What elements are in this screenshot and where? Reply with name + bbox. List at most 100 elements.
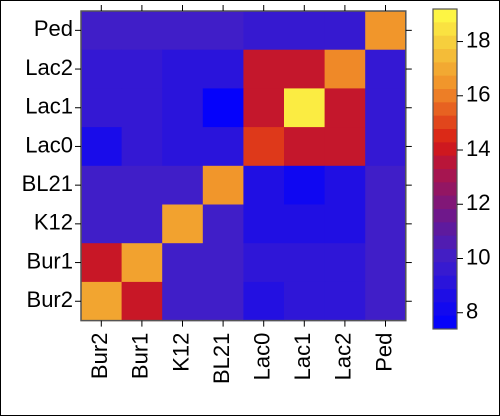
cell-lac0-lac2 (324, 127, 366, 167)
colorbar-segment (433, 115, 457, 130)
cell-bl21-lac1 (284, 165, 326, 205)
x-tick-label: Lac1 (290, 333, 315, 381)
colorbar-segment (433, 102, 457, 117)
cell-lac0-bur2 (81, 127, 123, 167)
colorbar-segment (433, 22, 457, 37)
y-tick-label: Bur2 (27, 287, 73, 312)
cell-bur2-k12 (162, 281, 204, 322)
heatmap-cells (81, 11, 407, 322)
cell-ped-ped (365, 11, 407, 51)
cell-ped-k12 (162, 11, 204, 51)
cell-lac2-lac1 (284, 49, 326, 89)
colorbar-segment (433, 222, 457, 237)
y-tick-label: Lac1 (25, 94, 73, 119)
colorbar-segment (433, 155, 457, 170)
cell-bur1-k12 (162, 243, 204, 283)
y-tick-label: K12 (34, 210, 73, 235)
cell-lac2-lac0 (243, 49, 285, 89)
colorbar-tick-label: 14 (466, 136, 490, 161)
x-tick-label: Ped (371, 333, 396, 372)
cell-bur1-bur2 (81, 243, 123, 283)
cell-lac2-bl21 (202, 49, 244, 89)
x-tick-label: Lac2 (331, 333, 356, 381)
cell-k12-lac1 (284, 204, 326, 244)
cell-lac1-lac0 (243, 88, 285, 128)
cell-lac1-bur2 (81, 88, 123, 128)
cell-bur1-bur1 (121, 243, 163, 283)
colorbar: 8 10 12 14 16 18 (432, 8, 490, 330)
colorbar-segment (433, 75, 457, 90)
x-tick-label: Bur2 (87, 333, 112, 379)
cell-bur2-lac1 (284, 281, 326, 322)
colorbar-segment (433, 49, 457, 63)
cell-k12-lac0 (243, 204, 285, 244)
cell-bur2-ped (365, 281, 407, 322)
cell-bur1-lac0 (243, 243, 285, 283)
colorbar-tick-label: 18 (466, 27, 490, 52)
y-tick-label: Lac2 (25, 55, 73, 80)
x-axis: Bur2 Bur1 K12 BL21 Lac0 Lac1 Lac2 Ped (87, 5, 396, 384)
cell-lac2-bur2 (81, 49, 123, 89)
colorbar-tick-label: 8 (466, 299, 478, 324)
colorbar-border (432, 8, 458, 330)
colorbar-segment (433, 169, 457, 183)
cell-k12-bur1 (121, 204, 163, 244)
colorbar-segment (433, 9, 457, 23)
cell-k12-k12 (162, 204, 204, 244)
colorbar-segment (433, 89, 457, 103)
cell-bur2-bl21 (202, 281, 244, 322)
cell-lac0-bl21 (202, 127, 244, 167)
cell-bl21-bur2 (81, 165, 123, 205)
x-tick-label: Bur1 (128, 333, 153, 379)
cell-bur2-lac2 (324, 281, 366, 322)
cell-lac1-lac2 (324, 88, 366, 128)
cell-lac1-bur1 (121, 88, 163, 128)
y-tick-label: Bur1 (27, 248, 73, 273)
cell-bur2-bur1 (121, 281, 163, 322)
cell-ped-lac1 (284, 11, 326, 51)
colorbar-segment (433, 262, 457, 277)
colorbar-tick-label: 10 (466, 244, 490, 269)
cell-lac2-bur1 (121, 49, 163, 89)
cell-lac1-bl21 (202, 88, 244, 128)
colorbar-segment (433, 195, 457, 210)
cell-bl21-lac0 (243, 165, 285, 205)
cell-bl21-ped (365, 165, 407, 205)
cell-ped-lac0 (243, 11, 285, 51)
cell-k12-bur2 (81, 204, 123, 244)
cell-bur1-lac1 (284, 243, 326, 283)
cell-lac1-k12 (162, 88, 204, 128)
cell-bl21-bl21 (202, 165, 244, 205)
colorbar-segment (433, 129, 457, 143)
y-tick-label: BL21 (22, 171, 73, 196)
cell-lac1-ped (365, 88, 407, 128)
cell-ped-bur1 (121, 11, 163, 51)
colorbar-segment (433, 182, 457, 197)
cell-lac0-lac0 (243, 127, 285, 167)
colorbar-tick-label: 16 (466, 82, 490, 107)
x-tick-label: K12 (168, 333, 193, 372)
cell-lac0-ped (365, 127, 407, 167)
colorbar-segment (433, 35, 457, 50)
colorbar-segment (433, 275, 457, 290)
x-tick-label: Lac0 (250, 333, 275, 381)
cell-ped-bur2 (81, 11, 123, 51)
cell-lac1-lac1 (284, 88, 326, 128)
cell-lac0-k12 (162, 127, 204, 167)
cell-bl21-bur1 (121, 165, 163, 205)
cell-bur2-lac0 (243, 281, 285, 322)
cell-lac2-ped (365, 49, 407, 89)
cell-ped-bl21 (202, 11, 244, 51)
cell-lac2-lac2 (324, 49, 366, 89)
colorbar-segment (433, 289, 457, 303)
x-tick-label: BL21 (209, 333, 234, 384)
cell-bur2-bur2 (81, 281, 123, 322)
colorbar-segment (433, 235, 457, 250)
plot-border (80, 10, 407, 322)
cell-k12-lac2 (324, 204, 366, 244)
colorbar-segment (433, 302, 457, 317)
cell-lac0-lac1 (284, 127, 326, 167)
cell-k12-ped (365, 204, 407, 244)
